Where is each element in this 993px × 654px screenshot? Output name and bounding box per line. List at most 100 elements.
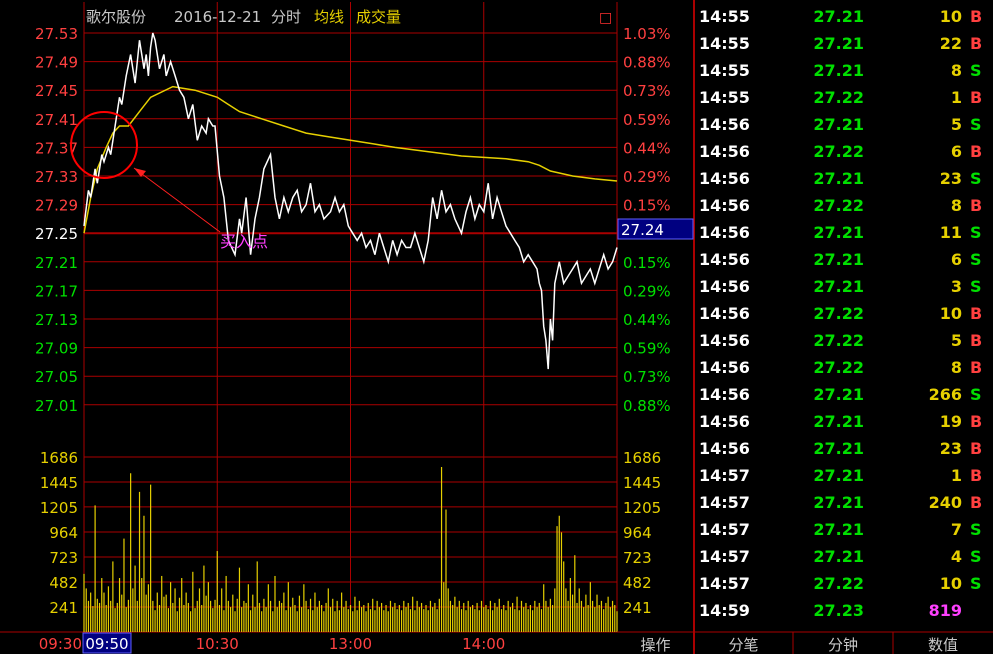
tape-row: 14:57 27.21 7 S [699,520,982,539]
percent-tick-label: 0.44% [623,139,671,157]
tab-2[interactable]: 分钟 [792,632,858,654]
price-tick-label: 27.29 [35,197,78,215]
percent-tick-label: 0.44% [623,311,671,329]
tape-time: 14:57 [699,466,750,485]
tape-side: B [970,439,982,458]
tape-volume: 8 [951,196,962,215]
tape-time: 14:56 [699,412,750,431]
tab-label: 分钟 [828,636,858,654]
price-tick-label: 27.37 [35,139,78,157]
tape-row: 14:56 27.22 10 B [699,304,982,323]
tape-side: B [970,466,982,485]
tape-row: 14:55 27.22 1 B [699,88,982,107]
tape-price: 27.21 [813,115,864,134]
price-tick-label: 27.13 [35,311,78,329]
tape-price: 27.23 [813,601,864,620]
stock-name: 歌尔股份 [86,8,146,26]
tab-label: 操作 [640,636,670,654]
volume-tick-label-right: 723 [623,549,652,567]
close-icon[interactable]: □ [599,10,612,26]
tape-volume: 8 [951,61,962,80]
tape-side: S [970,520,982,539]
tape-time: 14:56 [699,385,750,404]
tape-price: 27.21 [813,223,864,242]
volume-tick-label: 1205 [40,499,78,517]
volume-tick-label: 1445 [40,474,78,492]
current-price-box [617,218,694,240]
tape-price: 27.21 [813,7,864,26]
tape-volume: 19 [940,412,962,431]
selected-time-box [82,632,132,654]
tape-row: 14:56 27.21 23 S [699,169,982,188]
tape-price: 27.21 [813,547,864,566]
tape-time: 14:56 [699,169,750,188]
tape-row: 14:56 27.21 11 S [699,223,982,242]
tape-price: 27.22 [813,88,864,107]
percent-tick-label: 0.88% [623,54,671,72]
buy-point-label: 买入点 [220,232,268,251]
tab-1[interactable]: 分笔 [693,632,759,654]
price-tick-label: 27.41 [35,111,78,129]
buy-point-arrow [133,167,221,233]
price-tick-label: 27.49 [35,54,78,72]
tape-side: S [970,385,982,404]
tape-row: 14:56 27.21 3 S [699,277,982,296]
tape-volume: 22 [940,34,962,53]
percent-tick-label: 0.73% [623,82,671,100]
percent-tick-label: 0.29% [623,168,671,186]
tape-side: S [970,250,982,269]
tape-side: S [970,574,982,593]
tape-price: 27.21 [813,466,864,485]
tape-row: 14:55 27.21 10 B [699,7,982,26]
tab-3[interactable]: 数值 [892,632,958,654]
time-tick-label: 14:00 [462,635,505,653]
tape-row: 14:55 27.21 22 B [699,34,982,53]
tape-price: 27.22 [813,331,864,350]
percent-tick-label: 0.15% [623,254,671,272]
volume-label: 成交量 [356,8,401,26]
tape-volume: 1 [951,466,962,485]
tape-side: S [970,61,982,80]
trade-tape: 14:55 27.21 10 B14:55 27.21 22 B14:55 27.21 8 S14… [699,7,982,620]
tape-row: 14:57 27.21 1 B [699,466,982,485]
tape-side: B [970,88,982,107]
tape-time: 14:56 [699,142,750,161]
tape-volume: 8 [951,358,962,377]
price-tick-label: 27.17 [35,282,78,300]
tape-side: B [970,493,982,512]
tape-time: 14:55 [699,7,750,26]
time-axis: 09:30 09:50 10:30 13:00 14:00 [39,635,506,653]
price-axis: 27.53 27.49 27.45 27.41 27.37 27.33 27.29 27.25… [35,25,78,415]
tape-side: B [970,358,982,377]
tape-side: B [970,34,982,53]
tape-volume: 4 [951,547,962,566]
tape-volume: 23 [940,169,962,188]
tape-time: 14:59 [699,601,750,620]
tape-time: 14:56 [699,277,750,296]
avg-line-label: 均线 [314,8,344,26]
tape-time: 14:56 [699,223,750,242]
price-tick-label: 27.21 [35,254,78,272]
current-price-label: 27.24 [621,221,664,239]
tape-side: B [970,331,982,350]
tape-time: 14:56 [699,439,750,458]
tape-time: 14:56 [699,196,750,215]
volume-tick-label-right: 1205 [623,499,661,517]
tape-volume: 10 [940,304,962,323]
tape-side: S [970,277,982,296]
tape-volume: 7 [951,520,962,539]
volume-tick-label-right: 1686 [623,449,661,467]
volume-tick-label-right: 241 [623,599,652,617]
time-tick-label: 10:30 [196,635,239,653]
percent-tick-label: 0.15% [623,197,671,215]
tape-time: 14:56 [699,115,750,134]
time-tick-label: 13:00 [329,635,372,653]
tape-price: 27.22 [813,304,864,323]
grid-lines [84,2,617,632]
tape-side: S [970,547,982,566]
bottom-tabs: 操作 分笔 分钟 数值 [617,631,993,654]
tape-time: 14:56 [699,331,750,350]
tape-row: 14:56 27.22 5 B [699,331,982,350]
tab-0[interactable]: 操作 [640,636,670,654]
